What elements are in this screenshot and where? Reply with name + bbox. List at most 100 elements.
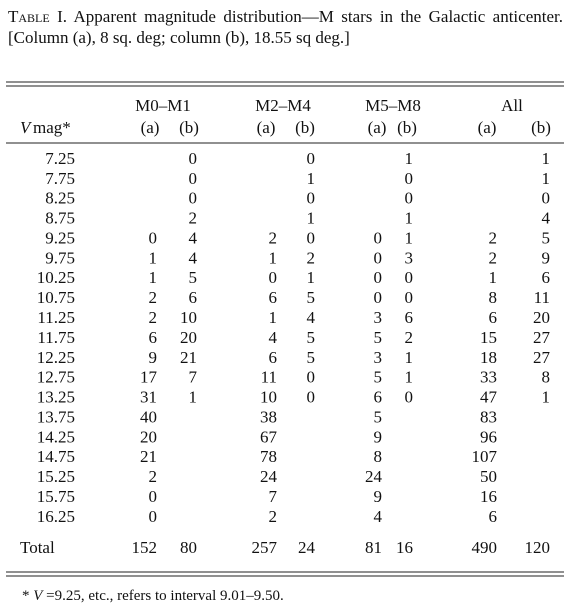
cell: 50 — [480, 467, 497, 486]
cell: 0 — [149, 228, 158, 247]
cell: 1 — [307, 268, 316, 287]
cell: 5 — [542, 228, 551, 247]
cell: 2 — [269, 507, 278, 526]
cell: 33 — [480, 368, 497, 387]
row-label: 14.25 — [37, 427, 75, 446]
sub-header: (b) — [397, 118, 417, 137]
cell: 0 — [269, 268, 278, 287]
cell: 2 — [307, 248, 316, 267]
cell: 0 — [405, 268, 414, 287]
cell: 0 — [149, 487, 158, 506]
row-label: 8.75 — [45, 209, 75, 228]
cell: 3 — [374, 348, 383, 367]
cell: 10 — [180, 308, 197, 327]
group-header: M2–M4 — [255, 96, 311, 115]
cell: 24 — [260, 467, 278, 486]
cell: 5 — [374, 368, 383, 387]
cell: 4 — [189, 228, 198, 247]
cell: 67 — [260, 427, 278, 446]
cell: 1 — [405, 209, 414, 228]
cell: 21 — [180, 348, 197, 367]
cell: 4 — [189, 248, 198, 267]
cell: 0 — [405, 288, 414, 307]
footnote-var: V — [33, 588, 43, 604]
footnote-text: =9.25, etc., refers to interval 9.01–9.5… — [46, 588, 284, 604]
row-label: 11.75 — [37, 328, 75, 347]
cell: 0 — [542, 189, 551, 208]
cell: 0 — [374, 268, 383, 287]
cell: 6 — [542, 268, 551, 287]
cell: 17 — [140, 368, 158, 387]
cell: 0 — [374, 248, 383, 267]
caption-text: Apparent magnitude distribution—M stars … — [8, 7, 563, 47]
cell: 7 — [269, 487, 278, 506]
cell: 78 — [260, 447, 277, 466]
row-label: 14.75 — [37, 447, 75, 466]
cell: 5 — [189, 268, 198, 287]
cell: 0 — [189, 189, 198, 208]
cell: 47 — [480, 388, 498, 407]
row-label: 7.75 — [45, 169, 75, 188]
row-label: 16.25 — [37, 507, 75, 526]
row-label: 11.25 — [37, 308, 75, 327]
row-label: 15.25 — [37, 467, 75, 486]
cell: 2 — [489, 248, 498, 267]
group-header: M0–M1 — [135, 96, 191, 115]
total-cell: 80 — [180, 538, 197, 557]
cell: 2 — [189, 209, 198, 228]
cell: 0 — [405, 189, 414, 208]
cell: 5 — [307, 328, 316, 347]
cell: 20 — [140, 427, 157, 446]
cell: 5 — [307, 288, 316, 307]
caption-label: Table I. — [8, 7, 68, 26]
cell: 15 — [480, 328, 497, 347]
cell: 9 — [374, 487, 383, 506]
cell: 1 — [269, 248, 278, 267]
sub-header: (b) — [531, 118, 551, 137]
row-label: 9.25 — [45, 228, 75, 247]
cell: 4 — [542, 209, 551, 228]
footnote: * V =9.25, etc., refers to interval 9.01… — [22, 588, 284, 605]
cell: 24 — [365, 467, 383, 486]
cell: 6 — [149, 328, 158, 347]
cell: 0 — [149, 507, 158, 526]
cell: 6 — [374, 388, 383, 407]
cell: 6 — [489, 507, 498, 526]
cell: 1 — [307, 209, 316, 228]
cell: 16 — [480, 487, 497, 506]
cell: 1 — [149, 248, 158, 267]
cell: 1 — [489, 268, 498, 287]
cell: 1 — [405, 149, 414, 168]
cell: 1 — [189, 388, 198, 407]
cell: 11 — [261, 368, 277, 387]
total-cell: 120 — [525, 538, 551, 557]
cell: 8 — [489, 288, 498, 307]
cell: 4 — [374, 507, 383, 526]
cell: 9 — [149, 348, 158, 367]
cell: 1 — [542, 149, 551, 168]
row-label: 8.25 — [45, 189, 75, 208]
cell: 2 — [149, 467, 158, 486]
cell: 2 — [489, 228, 498, 247]
cell: 0 — [307, 368, 316, 387]
row-label: 12.25 — [37, 348, 75, 367]
cell: 18 — [480, 348, 497, 367]
cell: 1 — [405, 348, 414, 367]
cell: 8 — [374, 447, 383, 466]
cell: 10 — [260, 388, 277, 407]
row-label: 10.75 — [37, 288, 75, 307]
cell: 1 — [269, 308, 278, 327]
group-header: All — [501, 96, 523, 115]
cell: 0 — [405, 388, 414, 407]
cell: 0 — [307, 228, 316, 247]
cell: 3 — [405, 248, 414, 267]
row-label: 15.75 — [37, 487, 75, 506]
cell: 107 — [472, 447, 498, 466]
total-cell: 16 — [396, 538, 413, 557]
row-label: 13.25 — [37, 388, 75, 407]
cell: 0 — [374, 288, 383, 307]
cell: 1 — [405, 228, 414, 247]
cell: 0 — [189, 169, 198, 188]
caption: Table I. Apparent magnitude distribution… — [8, 6, 563, 48]
